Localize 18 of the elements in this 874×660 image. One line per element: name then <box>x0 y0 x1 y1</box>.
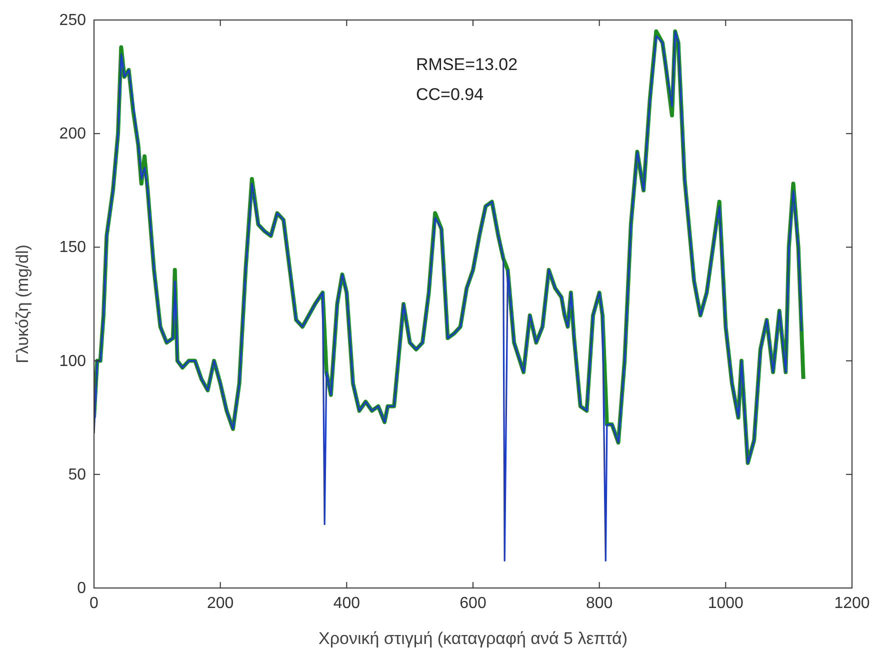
y-tick-label: 200 <box>59 126 86 143</box>
y-tick-label: 250 <box>59 12 86 29</box>
x-tick-label: 800 <box>586 595 613 612</box>
annotation: RMSE=13.02 <box>416 55 518 74</box>
y-tick-label: 50 <box>68 466 86 484</box>
line-series <box>94 30 802 562</box>
x-tick-label: 1000 <box>708 595 744 612</box>
x-tick-label: 400 <box>333 595 360 612</box>
y-axis-title: Γλυκόζη (mg/dl) <box>13 244 32 364</box>
x-axis-title: Χρονική στιγμή (καταγραφή ανά 5 λεπτά) <box>318 629 628 648</box>
y-tick-label: 150 <box>59 239 86 256</box>
x-tick-label: 1200 <box>834 595 870 612</box>
x-tick-label: 200 <box>206 595 234 612</box>
y-tick-label: 100 <box>59 352 86 370</box>
x-tick-label: 0 <box>90 595 99 612</box>
x-tick-label: 600 <box>460 595 486 612</box>
annotation: CC=0.94 <box>416 85 484 104</box>
y-tick-label: 0 <box>77 580 86 597</box>
